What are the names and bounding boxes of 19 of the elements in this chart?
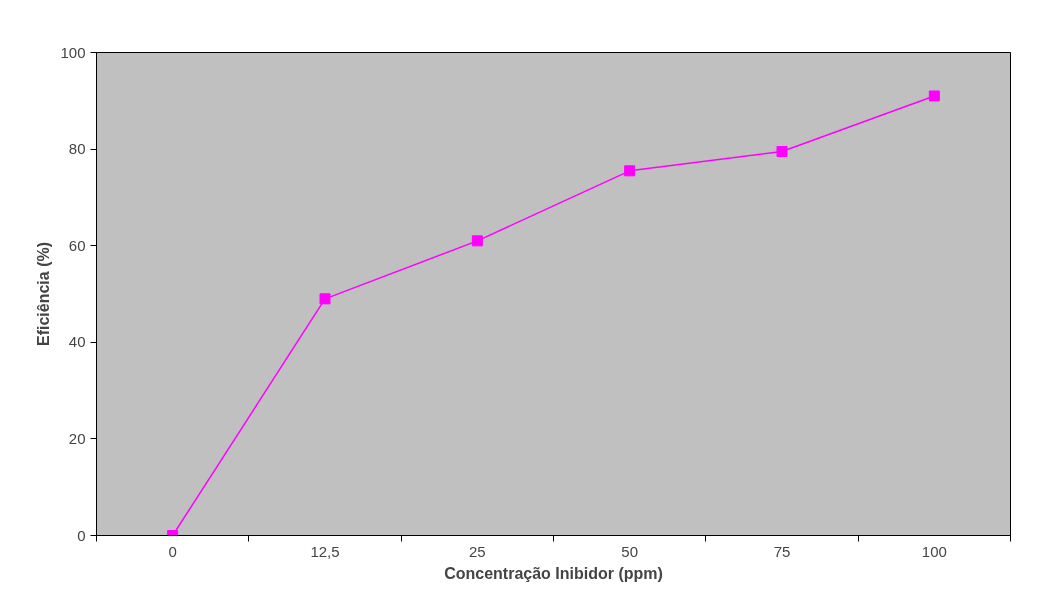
x-tick-label: 0	[168, 542, 177, 560]
x-tick-label: 12,5	[310, 542, 340, 560]
point	[624, 165, 636, 177]
y-axis-title: Eficiência (%)	[35, 241, 53, 347]
x-tick-label: 75	[773, 542, 791, 560]
x-tick-label: 25	[468, 542, 486, 560]
x-tick-label: 100	[921, 542, 947, 560]
point	[319, 293, 331, 305]
y-tick-label: 20	[68, 429, 86, 447]
y-tick-label: 0	[77, 526, 86, 544]
x-tick-label: 50	[621, 542, 639, 560]
y-tick-label: 80	[68, 140, 86, 158]
point	[776, 146, 788, 158]
y-tick-label: 40	[68, 333, 86, 351]
point	[928, 90, 940, 102]
y-tick-label: 100	[60, 43, 86, 61]
point	[471, 235, 483, 247]
y-tick-label: 60	[68, 236, 86, 254]
x-axis-title: Concentração Inibidor (ppm)	[444, 564, 663, 582]
